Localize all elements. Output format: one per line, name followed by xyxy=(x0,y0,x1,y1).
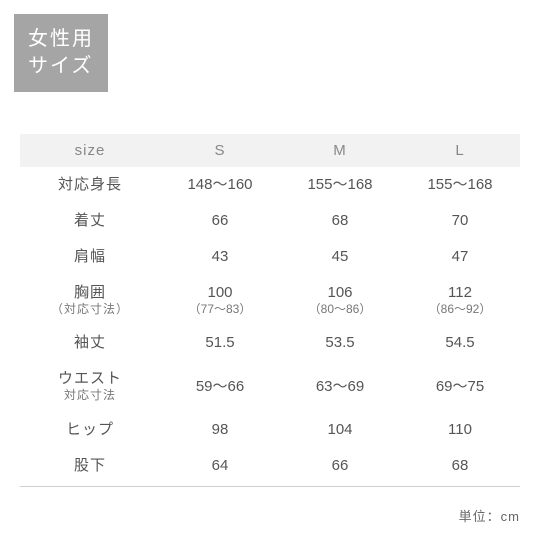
cell: 104 xyxy=(280,412,400,448)
cell: 155〜168 xyxy=(280,167,400,203)
cell-sub: （80〜86） xyxy=(280,302,400,316)
label-sub: 対応寸法 xyxy=(20,388,160,402)
cell: 63〜69 xyxy=(280,361,400,411)
row-label: 胸囲 （対応寸法） xyxy=(20,275,160,325)
row-label: 着丈 xyxy=(20,203,160,239)
col-m: M xyxy=(280,134,400,167)
table-row: 着丈 66 68 70 xyxy=(20,203,520,239)
cell: 66 xyxy=(280,448,400,484)
table-rule-row xyxy=(20,484,520,487)
cell: 68 xyxy=(280,203,400,239)
label-main: 胸囲 xyxy=(74,284,106,301)
table-bottom-rule xyxy=(20,486,520,487)
cell: 155〜168 xyxy=(400,167,520,203)
size-table: size S M L 対応身長 148〜160 155〜168 155〜168 … xyxy=(20,134,520,487)
cell: 148〜160 xyxy=(160,167,280,203)
cell-main: 100 xyxy=(207,284,232,301)
row-label: ヒップ xyxy=(20,412,160,448)
cell-main: 112 xyxy=(448,284,472,301)
table-row: 肩幅 43 45 47 xyxy=(20,239,520,275)
cell: 64 xyxy=(160,448,280,484)
cell: 112 （86〜92） xyxy=(400,275,520,325)
cell: 66 xyxy=(160,203,280,239)
table-body: 対応身長 148〜160 155〜168 155〜168 着丈 66 68 70… xyxy=(20,167,520,487)
col-l: L xyxy=(400,134,520,167)
cell: 70 xyxy=(400,203,520,239)
row-label: ウエスト 対応寸法 xyxy=(20,361,160,411)
cell: 45 xyxy=(280,239,400,275)
cell-sub: （77〜83） xyxy=(160,302,280,316)
table-header-row: size S M L xyxy=(20,134,520,167)
table-row: 胸囲 （対応寸法） 100 （77〜83） 106 （80〜86） 112 （8… xyxy=(20,275,520,325)
cell: 47 xyxy=(400,239,520,275)
cell: 69〜75 xyxy=(400,361,520,411)
row-label: 対応身長 xyxy=(20,167,160,203)
cell-sub: （86〜92） xyxy=(400,302,520,316)
table-row: ヒップ 98 104 110 xyxy=(20,412,520,448)
table-row: 袖丈 51.5 53.5 54.5 xyxy=(20,325,520,361)
badge-line1: 女性用 xyxy=(28,28,94,50)
row-label: 股下 xyxy=(20,448,160,484)
cell: 43 xyxy=(160,239,280,275)
cell: 106 （80〜86） xyxy=(280,275,400,325)
label-sub: （対応寸法） xyxy=(20,302,160,316)
cell: 51.5 xyxy=(160,325,280,361)
cell: 59〜66 xyxy=(160,361,280,411)
cell-main: 106 xyxy=(327,284,352,301)
cell: 98 xyxy=(160,412,280,448)
size-table-wrap: size S M L 対応身長 148〜160 155〜168 155〜168 … xyxy=(20,134,520,487)
row-label: 肩幅 xyxy=(20,239,160,275)
cell: 53.5 xyxy=(280,325,400,361)
table-row: 股下 64 66 68 xyxy=(20,448,520,484)
cell: 54.5 xyxy=(400,325,520,361)
badge-line2: サイズ xyxy=(28,55,93,77)
title-badge: 女性用 サイズ xyxy=(14,14,108,92)
cell: 100 （77〜83） xyxy=(160,275,280,325)
unit-label: 単位：cm xyxy=(459,506,520,525)
table-row: ウエスト 対応寸法 59〜66 63〜69 69〜75 xyxy=(20,361,520,411)
table-row: 対応身長 148〜160 155〜168 155〜168 xyxy=(20,167,520,203)
row-label: 袖丈 xyxy=(20,325,160,361)
col-size: size xyxy=(20,134,160,167)
label-main: ウエスト xyxy=(58,370,122,387)
cell: 110 xyxy=(400,412,520,448)
cell: 68 xyxy=(400,448,520,484)
col-s: S xyxy=(160,134,280,167)
